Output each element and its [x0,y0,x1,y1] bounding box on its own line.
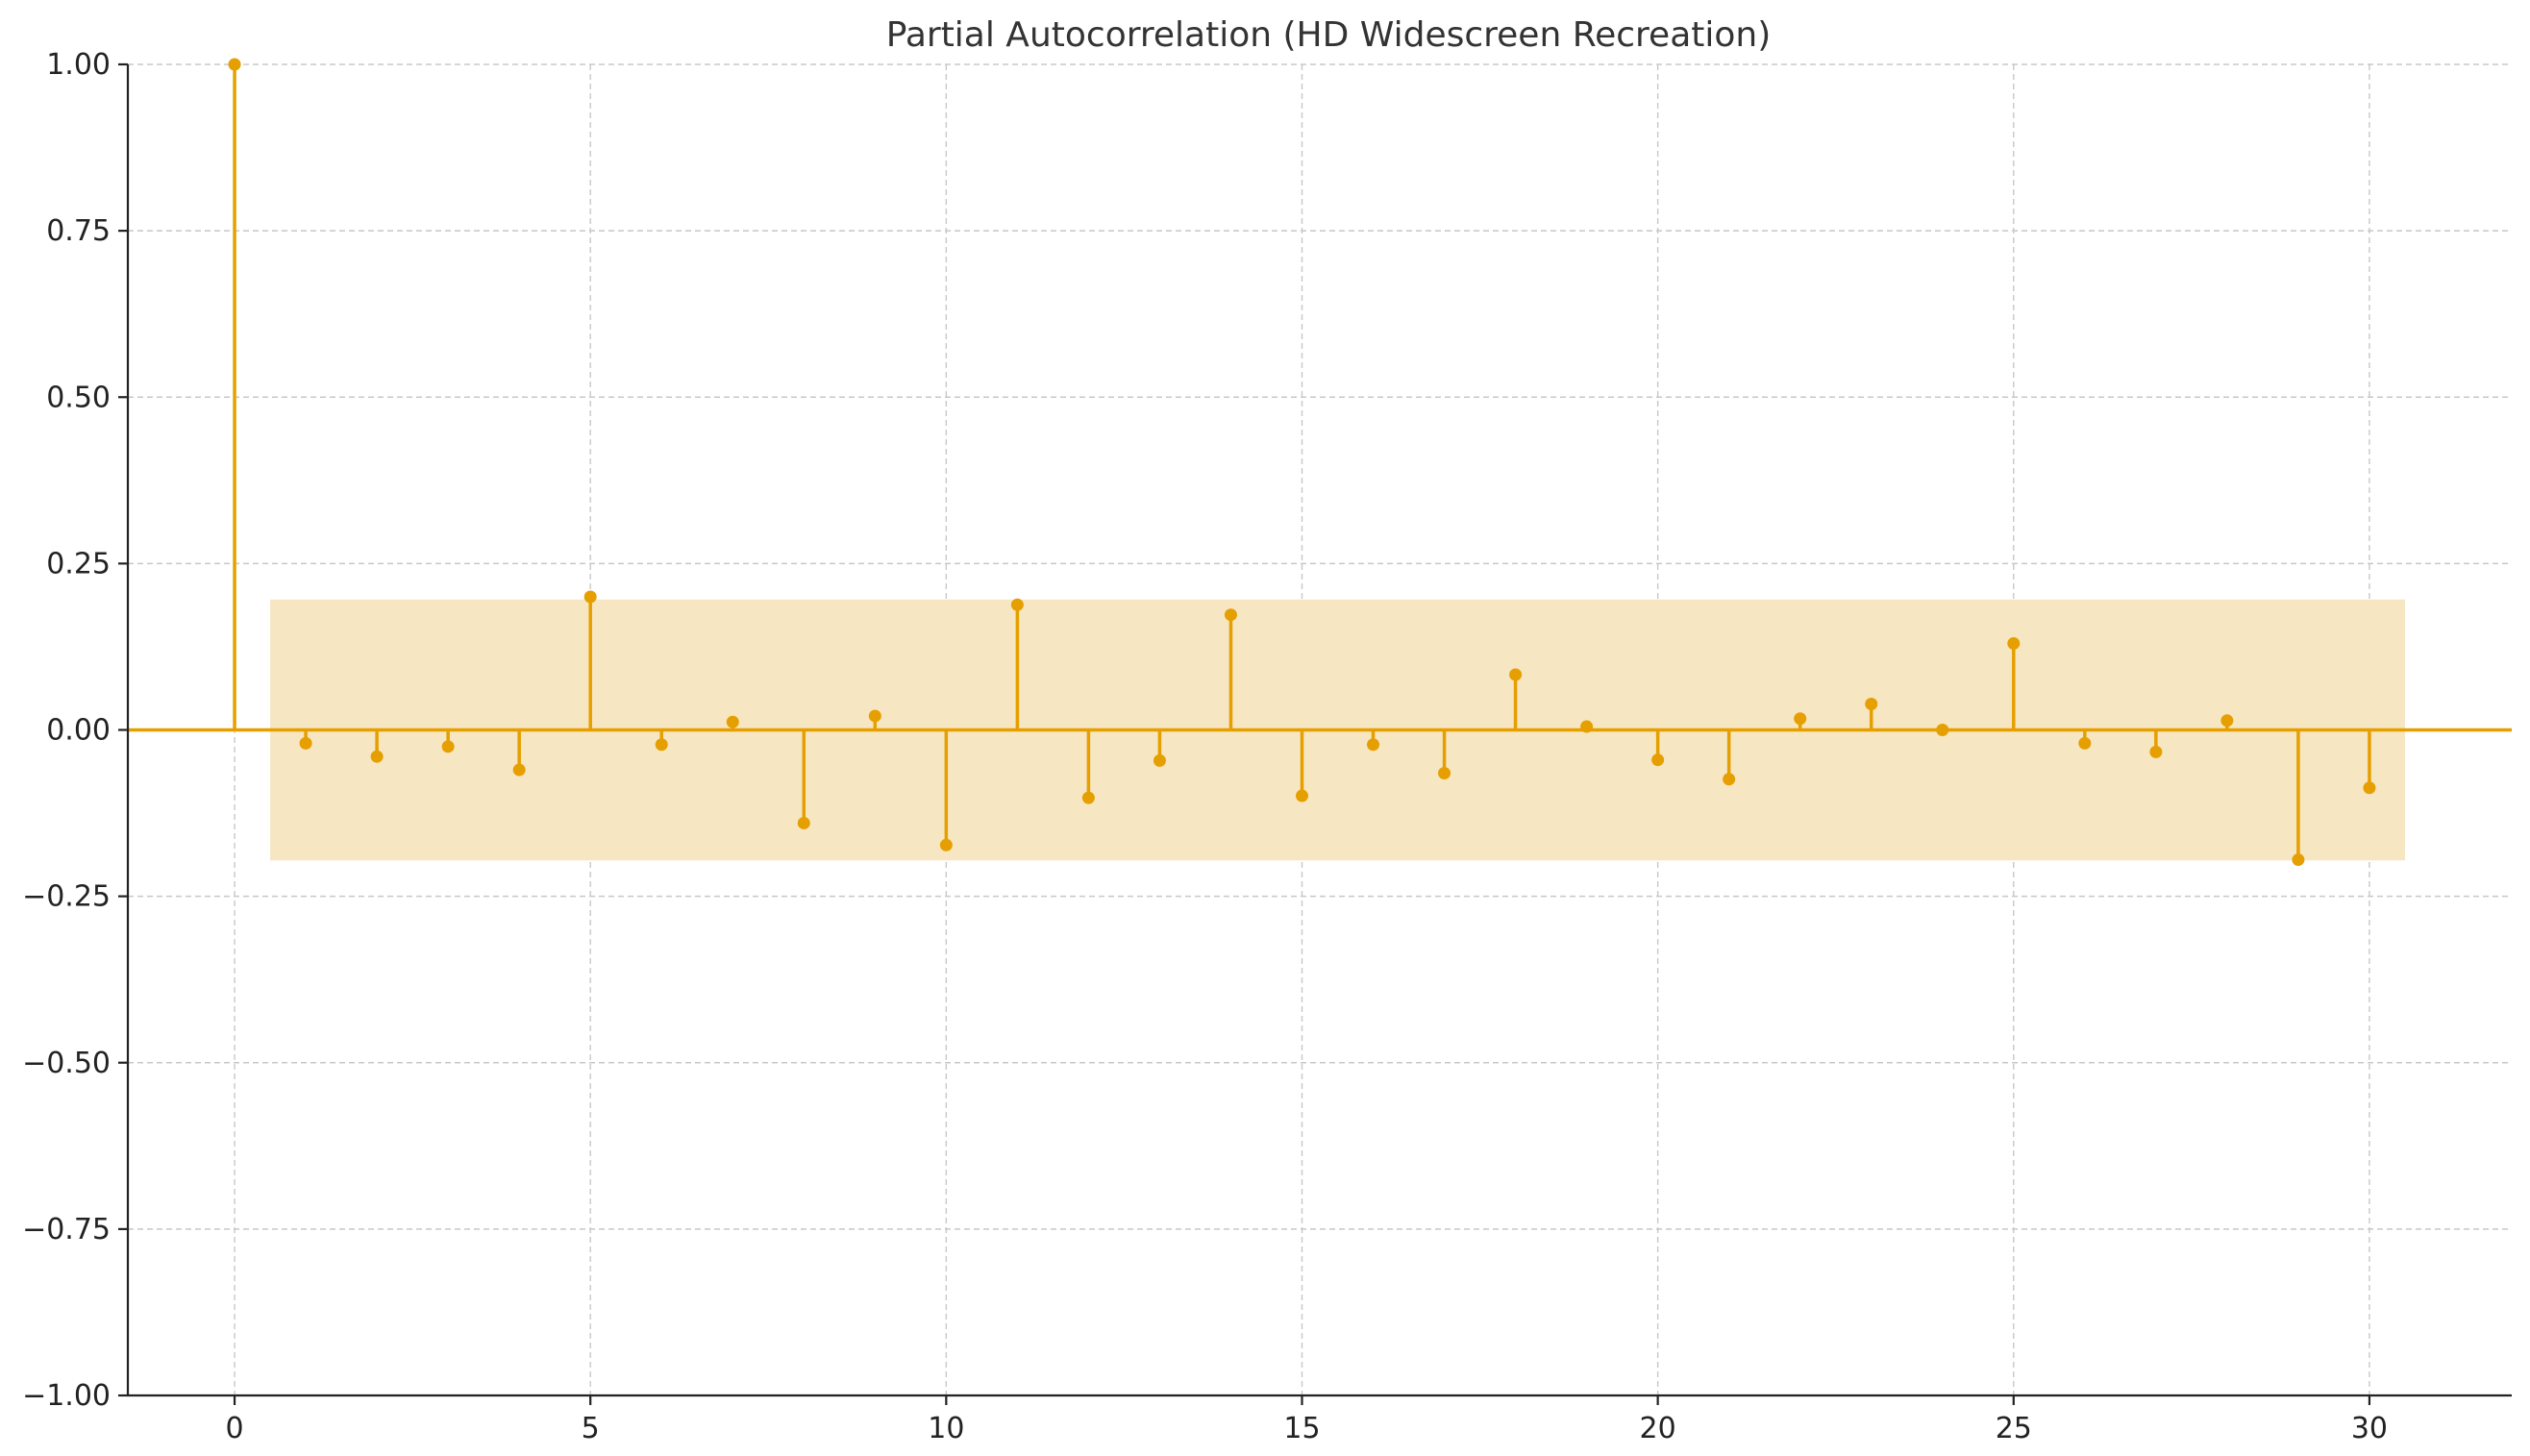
stem-marker-lag-21 [1723,773,1736,786]
y-tick-label: 1.00 [46,48,111,82]
y-tick-label: 0.00 [46,714,111,748]
x-tick-label: 30 [2351,1412,2388,1445]
x-tick-label: 25 [1996,1412,2032,1445]
stem-marker-lag-12 [1081,791,1095,804]
stem-marker-lag-6 [655,738,668,752]
tick-layer: 0 5 10 15 20 25 30 −1.00 −0.75 −0.50 −0.25 0.00 0.25… [22,48,2388,1445]
x-tick-label: 0 [225,1412,243,1445]
stem-marker-lag-10 [939,838,953,851]
y-tick-label: −0.50 [22,1047,111,1080]
stem-marker-lag-8 [797,816,810,829]
chart-title: Partial Autocorrelation (HD Widescreen R… [886,15,1772,55]
stem-marker-lag-28 [2220,714,2234,728]
stem-marker-lag-4 [512,763,526,777]
stem-marker-lag-26 [2078,736,2092,750]
stem-marker-lag-0 [228,58,241,71]
stem-marker-lag-16 [1367,738,1380,752]
stem-marker-lag-2 [370,750,384,763]
stem-marker-lag-18 [1509,668,1523,681]
y-tick-label: 0.75 [46,214,111,248]
stem-marker-lag-3 [441,740,455,753]
y-tick-label: −0.75 [22,1213,111,1246]
stem-marker-lag-22 [1794,712,1807,726]
stem-marker-lag-11 [1010,598,1024,611]
x-tick-label: 5 [582,1412,600,1445]
x-tick-label: 15 [1283,1412,1320,1445]
stem-layer [228,58,2376,867]
y-tick-label: 0.25 [46,547,111,580]
y-tick-label: −1.00 [22,1379,111,1413]
stem-marker-lag-5 [583,590,597,604]
stem-marker-lag-17 [1438,767,1451,780]
stem-marker-lag-23 [1865,697,1878,710]
stem-marker-lag-30 [2363,781,2376,795]
stem-marker-lag-20 [1651,753,1665,767]
x-tick-label: 10 [928,1412,964,1445]
stem-marker-lag-27 [2149,745,2163,758]
stem-marker-lag-19 [1580,720,1594,733]
stem-marker-lag-25 [2007,636,2021,650]
stem-marker-lag-24 [1936,724,1949,736]
stem-marker-lag-15 [1295,789,1308,802]
stem-marker-lag-7 [726,715,739,728]
stem-marker-lag-13 [1153,753,1166,767]
stem-marker-lag-1 [299,736,312,750]
y-tick-label: −0.25 [22,880,111,914]
stem-marker-lag-14 [1224,608,1237,622]
x-tick-label: 20 [1640,1412,1676,1445]
stem-marker-lag-29 [2292,853,2305,867]
y-tick-label: 0.50 [46,381,111,414]
stem-marker-lag-9 [868,709,881,723]
